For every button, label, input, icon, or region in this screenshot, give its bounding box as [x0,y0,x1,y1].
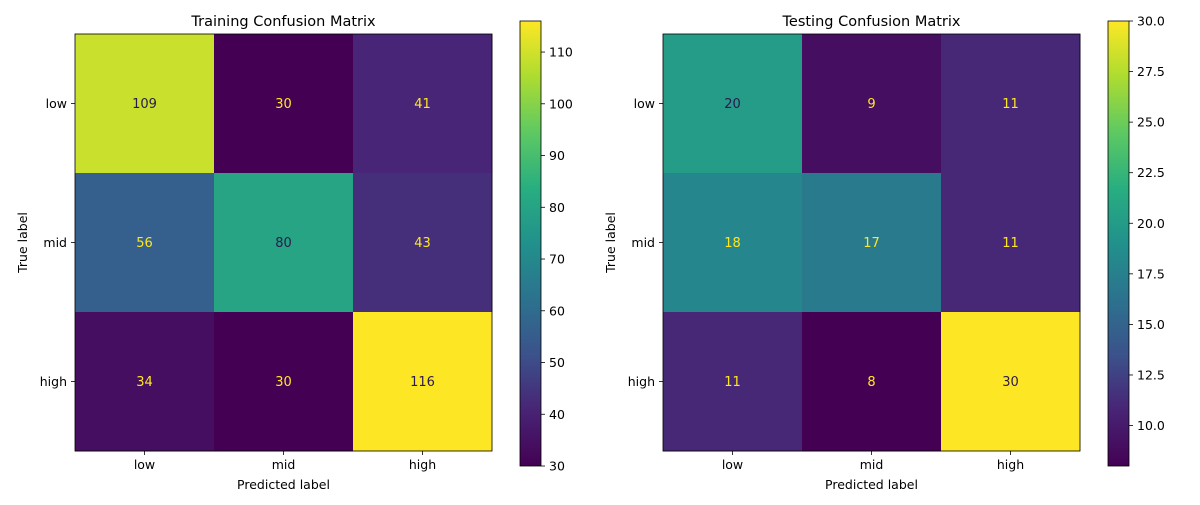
cell-value-label: 56 [136,236,153,251]
cell-value-label: 116 [410,375,435,390]
cell-value-label: 9 [867,97,875,112]
y-axis-label: True label [603,212,618,274]
x-tick-label: mid [272,457,296,472]
colorbar-tick-label: 10.0 [1137,418,1165,433]
colorbar-tick-label: 80 [549,200,565,215]
y-tick-label: high [40,374,67,389]
x-tick-label: low [134,457,155,472]
colorbar-tick-label: 110 [549,45,573,60]
heatmap-cell [663,34,803,174]
heatmap-cell [802,173,942,313]
colorbar-tick-label: 25.0 [1137,115,1165,130]
cell-value-label: 17 [863,236,880,251]
y-tick-label: low [46,96,67,111]
colorbar-tick-label: 50 [549,355,565,370]
cell-value-label: 80 [275,236,292,251]
heatmap-cell [941,173,1081,313]
heatmap-cell [75,173,215,313]
confusion-matrix-panel-1: Training Confusion Matrix 109 30 41 56 80 43 34… [15,14,573,492]
heatmap-cell [663,173,803,313]
cell-value-label: 41 [414,97,431,112]
heatmap-cell [941,312,1081,452]
cell-value-label: 30 [1002,375,1019,390]
cell-value-label: 30 [275,97,292,112]
y-tick-label: high [628,374,655,389]
chart-title: Testing Confusion Matrix [782,14,961,30]
x-tick-label: mid [860,457,884,472]
x-axis-label: Predicted label [825,477,918,492]
colorbar-tick-label: 27.5 [1137,64,1165,79]
heatmap-cell [663,312,803,452]
x-tick-label: low [722,457,743,472]
colorbar-tick-label: 90 [549,148,565,163]
x-axis-label: Predicted label [237,477,330,492]
y-tick-label: mid [631,235,655,250]
heatmap-cell [802,34,942,174]
colorbar-tick-label: 20.0 [1137,216,1165,231]
heatmap-cell [353,312,493,452]
colorbar-tick-label: 100 [549,96,573,111]
cell-value-label: 34 [136,375,153,390]
cell-value-label: 11 [1002,97,1019,112]
chart-title: Training Confusion Matrix [190,14,376,30]
colorbar-tick-label: 22.5 [1137,165,1165,180]
colorbar-tick-label: 30 [549,459,565,474]
confusion-matrix-panel-2: Testing Confusion Matrix 20 9 11 18 17 11 11 8 30… [603,14,1165,493]
x-tick-label: high [997,457,1024,472]
y-tick-label: low [634,96,655,111]
colorbar-gradient [519,20,542,467]
cell-value-label: 8 [867,375,875,390]
colorbar-tick-label: 40 [549,407,565,422]
y-tick-label: mid [43,235,67,250]
heatmap-cell [214,312,354,452]
heatmap-cell [941,34,1081,174]
heatmap-cell [75,312,215,452]
heatmap-cell [353,34,493,174]
colorbar-tick-label: 15.0 [1137,317,1165,332]
cell-value-label: 20 [724,97,741,112]
y-axis-label: True label [15,212,30,274]
colorbar: 10.0 12.5 15.0 17.5 20.0 22.5 25.0 27.5 30.0 [1107,14,1165,467]
heatmap-cell [353,173,493,313]
colorbar-tick-label: 17.5 [1137,266,1165,281]
colorbar: 30 40 50 60 70 80 90 100 110 [519,20,573,474]
colorbar-tick-label: 70 [549,252,565,267]
cell-value-label: 30 [275,375,292,390]
heatmap-cell [75,34,215,174]
cell-value-label: 11 [1002,236,1019,251]
colorbar-tick-label: 12.5 [1137,367,1165,382]
x-tick-label: high [409,457,436,472]
cell-value-label: 109 [132,97,157,112]
cell-value-label: 43 [414,236,431,251]
cell-value-label: 11 [724,375,741,390]
heatmap-cell [214,34,354,174]
colorbar-tick-label: 60 [549,303,565,318]
colorbar-tick-label: 30.0 [1137,14,1165,29]
heatmap-cell [802,312,942,452]
cell-value-label: 18 [724,236,741,251]
heatmap-cell [214,173,354,313]
colorbar-gradient [1107,20,1130,467]
